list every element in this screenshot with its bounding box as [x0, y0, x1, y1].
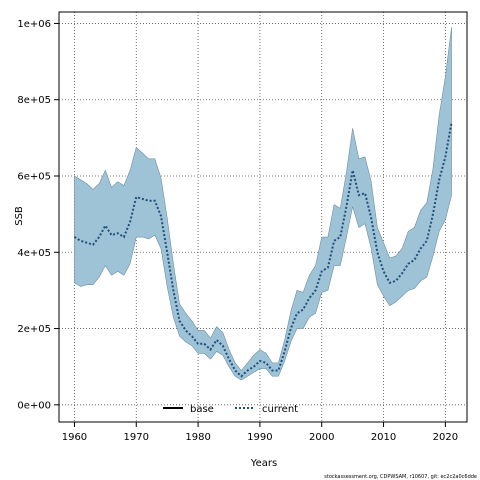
- confidence-band: [74, 27, 452, 381]
- x-tick-label: 2020: [433, 432, 458, 443]
- y-tick-label: 1e+06: [17, 19, 51, 30]
- y-tick-label: 8e+05: [17, 95, 51, 106]
- x-tick-label: 2000: [309, 432, 334, 443]
- y-tick-label: 4e+05: [17, 248, 51, 259]
- y-tick-label: 2e+05: [17, 324, 51, 335]
- x-axis-title: Years: [250, 458, 277, 469]
- plot-frame: [58, 11, 468, 423]
- legend-label-base: base: [190, 404, 214, 415]
- x-axis: 1960 1970 1980 1990 2000 2010 2020: [62, 422, 458, 443]
- y-axis: 0e+00 2e+05 4e+05 6e+05 8e+05 1e+06: [17, 19, 59, 411]
- legend: base current: [163, 404, 298, 415]
- x-tick-label: 1970: [124, 432, 149, 443]
- y-tick-label: 6e+05: [17, 172, 51, 183]
- x-tick-label: 1980: [185, 432, 210, 443]
- x-tick-label: 1990: [247, 432, 272, 443]
- x-tick-label: 1960: [62, 432, 87, 443]
- footer-credit: stockassessment.org, CDPWSAM, r10607, gi…: [324, 474, 477, 480]
- y-axis-title: SSB: [14, 206, 25, 226]
- legend-label-current: current: [262, 404, 298, 415]
- x-tick-label: 2010: [371, 432, 396, 443]
- y-tick-label: 0e+00: [17, 400, 51, 411]
